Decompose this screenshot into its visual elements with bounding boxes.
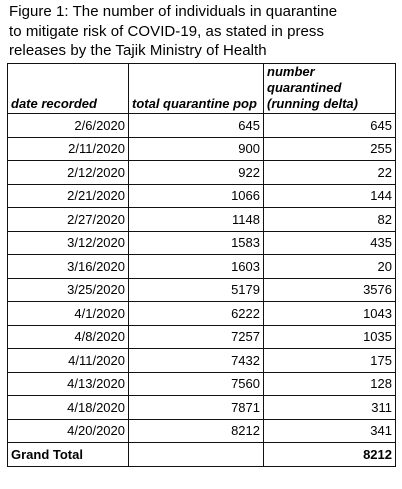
date-cell: 3/16/2020 bbox=[7, 254, 129, 279]
table-row: 4/8/2020 7257 1035 bbox=[7, 324, 396, 349]
date-cell: 2/6/2020 bbox=[7, 113, 129, 138]
date-cell: 2/21/2020 bbox=[7, 183, 129, 208]
grand-total-label: Grand Total bbox=[7, 442, 129, 467]
header-number-quarantined-line2: (running delta) bbox=[267, 96, 358, 111]
total-pop-cell: 5179 bbox=[128, 277, 264, 302]
caption-line-2: to mitigate risk of COVID-19, as stated … bbox=[9, 22, 325, 40]
delta-cell: 435 bbox=[263, 230, 396, 255]
date-cell: 2/11/2020 bbox=[7, 136, 129, 161]
table-row: 4/11/2020 7432 175 bbox=[7, 348, 396, 373]
grand-total-pop-cell bbox=[128, 442, 264, 467]
date-cell: 4/1/2020 bbox=[7, 301, 129, 326]
header-number-quarantined-line1: number quarantined bbox=[267, 64, 342, 95]
delta-cell: 144 bbox=[263, 183, 396, 208]
table-row: 3/12/2020 1583 435 bbox=[7, 230, 396, 255]
date-cell: 3/12/2020 bbox=[7, 230, 129, 255]
date-cell: 2/27/2020 bbox=[7, 207, 129, 232]
table-row: 4/1/2020 6222 1043 bbox=[7, 301, 396, 326]
table-row: 4/20/2020 8212 341 bbox=[7, 418, 396, 443]
total-pop-cell: 6222 bbox=[128, 301, 264, 326]
delta-cell: 255 bbox=[263, 136, 396, 161]
delta-cell: 82 bbox=[263, 207, 396, 232]
delta-cell: 128 bbox=[263, 371, 396, 396]
table-header-row: date recorded total quarantine pop numbe… bbox=[7, 63, 396, 114]
total-pop-cell: 7871 bbox=[128, 395, 264, 420]
table-row: 2/6/2020 645 645 bbox=[7, 113, 396, 138]
delta-cell: 1035 bbox=[263, 324, 396, 349]
total-pop-cell: 1583 bbox=[128, 230, 264, 255]
date-cell: 4/11/2020 bbox=[7, 348, 129, 373]
grand-total-row: Grand Total 8212 bbox=[7, 442, 396, 467]
total-pop-cell: 645 bbox=[128, 113, 264, 138]
table-row: 3/25/2020 5179 3576 bbox=[7, 277, 396, 302]
table-row: 3/16/2020 1603 20 bbox=[7, 254, 396, 279]
figure-caption: Figure 1: The number of individuals in q… bbox=[9, 2, 399, 61]
date-cell: 2/12/2020 bbox=[7, 160, 129, 185]
table-row: 2/12/2020 922 22 bbox=[7, 160, 396, 185]
delta-cell: 311 bbox=[263, 395, 396, 420]
total-pop-cell: 900 bbox=[128, 136, 264, 161]
table-body: 2/6/2020 645 645 2/11/2020 900 255 2/12/2020 92… bbox=[7, 113, 396, 443]
table-row: 2/21/2020 1066 144 bbox=[7, 183, 396, 208]
header-date-recorded: date recorded bbox=[7, 63, 129, 114]
date-cell: 4/8/2020 bbox=[7, 324, 129, 349]
total-pop-cell: 922 bbox=[128, 160, 264, 185]
table-row: 4/13/2020 7560 128 bbox=[7, 371, 396, 396]
delta-cell: 341 bbox=[263, 418, 396, 443]
total-pop-cell: 7560 bbox=[128, 371, 264, 396]
date-cell: 4/20/2020 bbox=[7, 418, 129, 443]
quarantine-table: date recorded total quarantine pop numbe… bbox=[7, 63, 396, 467]
total-pop-cell: 1603 bbox=[128, 254, 264, 279]
header-number-quarantined: number quarantined (running delta) bbox=[263, 63, 396, 114]
table-row: 2/27/2020 1148 82 bbox=[7, 207, 396, 232]
total-pop-cell: 7432 bbox=[128, 348, 264, 373]
caption-line-3: releases by the Tajik Ministry of Health bbox=[9, 42, 267, 59]
date-cell: 4/13/2020 bbox=[7, 371, 129, 396]
grand-total-delta: 8212 bbox=[263, 442, 396, 467]
delta-cell: 1043 bbox=[263, 301, 396, 326]
total-pop-cell: 8212 bbox=[128, 418, 264, 443]
total-pop-cell: 7257 bbox=[128, 324, 264, 349]
date-cell: 3/25/2020 bbox=[7, 277, 129, 302]
delta-cell: 3576 bbox=[263, 277, 396, 302]
total-pop-cell: 1066 bbox=[128, 183, 264, 208]
table-row: 4/18/2020 7871 311 bbox=[7, 395, 396, 420]
delta-cell: 645 bbox=[263, 113, 396, 138]
delta-cell: 175 bbox=[263, 348, 396, 373]
date-cell: 4/18/2020 bbox=[7, 395, 129, 420]
delta-cell: 22 bbox=[263, 160, 396, 185]
total-pop-cell: 1148 bbox=[128, 207, 264, 232]
table-row: 2/11/2020 900 255 bbox=[7, 136, 396, 161]
caption-line-1: Figure 1: The number of individuals in q… bbox=[9, 3, 338, 20]
header-total-quarantine-pop: total quarantine pop bbox=[128, 63, 264, 114]
delta-cell: 20 bbox=[263, 254, 396, 279]
